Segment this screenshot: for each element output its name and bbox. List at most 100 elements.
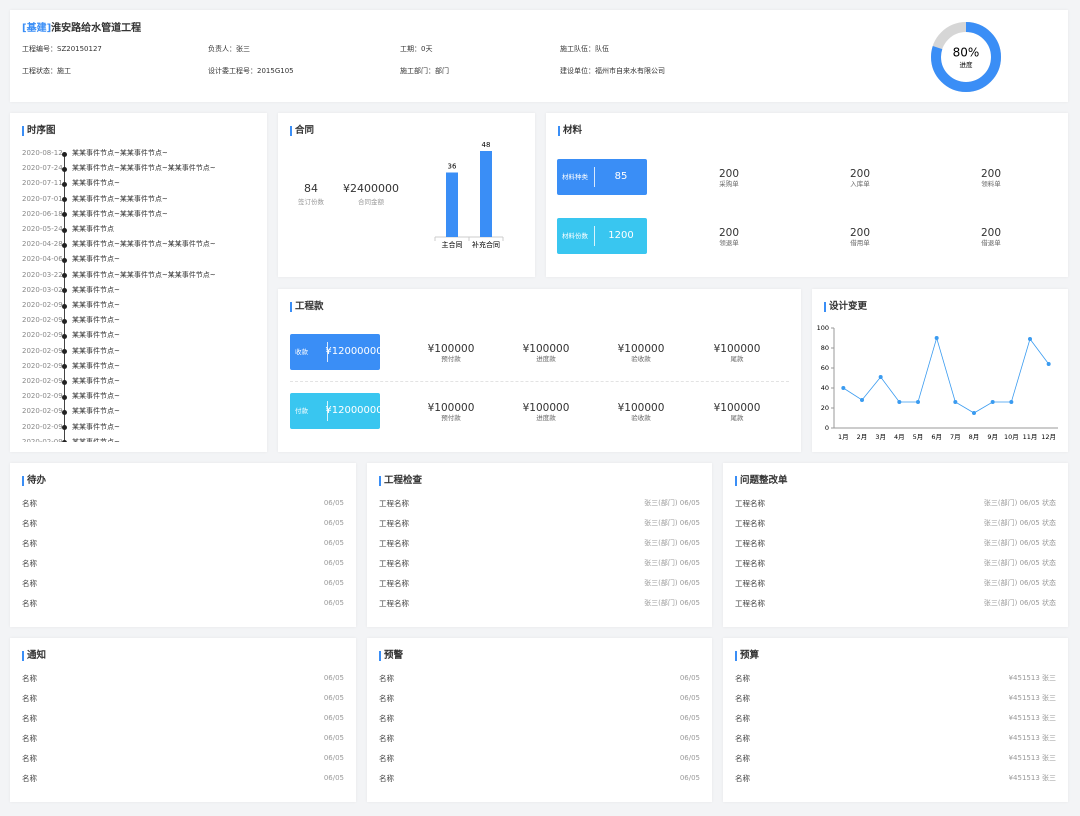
stat-label: 尾款 (730, 414, 744, 422)
x-tick-label: 主合同 (442, 240, 463, 249)
event-dot (62, 242, 67, 248)
list-item-meta: 张三(部门) 06/05 状态 (983, 499, 1056, 507)
list-item-name: 工程名称 (379, 539, 409, 548)
list-item-meta: 张三(部门) 06/05 (644, 519, 700, 527)
chart: 80%进度 (931, 22, 1001, 92)
materials-card: 材料 材料种类 85 200 采购单 200 入库单 200 领料单 材料份数 1200 200 领退单… (546, 113, 1068, 277)
event-dot (62, 394, 67, 400)
y-tick-label: 40 (821, 384, 829, 392)
list-item-meta: 06/05 (323, 539, 344, 547)
y-tick-label: 0 (825, 424, 829, 432)
event-text: 某某事件节点~ (72, 301, 120, 309)
list-item-meta: 06/05 (323, 734, 344, 742)
project-field: 施工部门：部门 (400, 67, 449, 75)
list-item-meta: 06/05 (323, 499, 344, 507)
summary-box-value: 1200 (608, 230, 634, 241)
stat-label: 预付款 (441, 414, 461, 422)
event-date: 2020-03-22 (22, 270, 63, 279)
event-text: 某某事件节点~ (72, 437, 120, 442)
event-dot (62, 333, 67, 339)
list-item-name: 工程名称 (379, 559, 409, 568)
list-item-name: 工程名称 (735, 559, 765, 568)
list-item-name: 工程名称 (735, 599, 765, 608)
point (841, 386, 846, 390)
list-item-name: 名称 (379, 674, 394, 683)
x-tick-label: 10月 (1004, 433, 1019, 441)
list-card: 预警 名称 06/05 名称 06/05 名称 06/05 名称 06/05 名称 06/05 名称 0… (367, 638, 712, 802)
list-card: 待办 名称 06/05 名称 06/05 名称 06/05 名称 06/05 名称 06/05 名称 0… (10, 463, 356, 627)
project-field: 建设单位：福州市自来水有限公司 (560, 67, 665, 75)
event-dot (62, 181, 67, 187)
card-title: 时序图 (22, 126, 56, 136)
project-field: 设计委工程号：2015G105 (208, 67, 294, 75)
bar (480, 151, 492, 237)
list-item-meta: 06/05 (679, 674, 700, 682)
event-text: 某某事件节点~ (72, 422, 120, 431)
list-item-meta: 张三(部门) 06/05 (644, 539, 700, 547)
list-item-meta: 06/05 (679, 774, 700, 782)
list-item-meta: 06/05 (323, 579, 344, 587)
stat-label: 进度款 (536, 414, 556, 422)
bar-value-label: 48 (482, 141, 491, 149)
event-date: 2020-04-06 (22, 255, 63, 264)
event-dot (62, 409, 67, 415)
stat-label: 验收款 (631, 414, 651, 422)
event-date: 2020-02-09 (22, 301, 63, 309)
summary-box-value: ¥12000000 (325, 346, 383, 357)
card-title: 问题整改单 (735, 476, 788, 486)
event-text: 某某事件节点~ (72, 316, 120, 325)
list-item-name: 名称 (735, 714, 750, 723)
point (934, 336, 939, 340)
list-item-name: 名称 (22, 694, 37, 703)
list-item-name: 工程名称 (379, 599, 409, 608)
stat-label: 采购单 (719, 180, 739, 188)
progress-caption: 进度 (960, 60, 974, 69)
project-field: 施工队伍：队伍 (560, 45, 609, 53)
bar-value-label: 36 (448, 163, 457, 171)
list-item-name: 工程名称 (379, 519, 409, 528)
card-title: 待办 (22, 476, 46, 486)
project-title: [基建]淮安路给水管道工程 (22, 23, 141, 35)
summary-box-label: 收款 (295, 348, 308, 356)
list-item-meta: ¥451513 张三 (1008, 774, 1056, 782)
event-date: 2020-07-24 (22, 164, 63, 173)
stat-value: ¥100000 (522, 343, 570, 355)
funding-card: 工程款 收款 ¥12000000 ¥100000 预付款 ¥100000 进度款 ¥10000… (278, 289, 801, 452)
stat-value: ¥100000 (617, 402, 665, 414)
list-item-name: 名称 (22, 714, 37, 723)
divider (290, 381, 789, 382)
point (1009, 400, 1014, 404)
event-dot (62, 379, 67, 385)
chart: 36 主合同 48 补充合同 (434, 141, 504, 249)
y-tick-label: 100 (817, 324, 829, 332)
list-item-name: 名称 (735, 674, 750, 683)
x-tick-label: 9月 (987, 433, 998, 441)
stat-label: 借退单 (981, 239, 1001, 247)
list-item-name: 名称 (379, 754, 394, 763)
card-title: 材料 (558, 126, 582, 136)
x-tick-label: 1月 (838, 433, 849, 441)
event-date: 2020-05-24 (22, 225, 63, 233)
event-dot (62, 440, 67, 442)
x-tick-label: 5月 (913, 433, 924, 441)
y-tick-label: 80 (821, 344, 829, 352)
card-title: 合同 (290, 126, 314, 136)
list-item-name: 名称 (735, 774, 750, 783)
event-text: 某某事件节点 (72, 225, 114, 233)
list-item-name: 名称 (379, 734, 394, 743)
list-item-name: 名称 (22, 559, 37, 568)
summary-box-label: 材料份数 (562, 232, 588, 240)
list-item-meta: 06/05 (323, 599, 344, 607)
list-item-name: 名称 (735, 694, 750, 703)
list-item-name: 名称 (22, 519, 37, 528)
summary-box: 材料份数 1200 (557, 218, 647, 254)
stat-label: 入库单 (850, 180, 870, 188)
y-tick-label: 60 (821, 364, 829, 372)
event-dot (62, 151, 67, 157)
x-tick-label: 7月 (950, 433, 961, 441)
project-field: 工程编号：SZ20150127 (22, 45, 102, 53)
list-item-meta: 06/05 (323, 674, 344, 682)
event-text: 某某事件节点~某某事件节点~某某事件节点~ (72, 240, 216, 249)
event-text: 某某事件节点~某某事件节点~ (72, 149, 168, 157)
list-item-meta: 06/05 (679, 694, 700, 702)
